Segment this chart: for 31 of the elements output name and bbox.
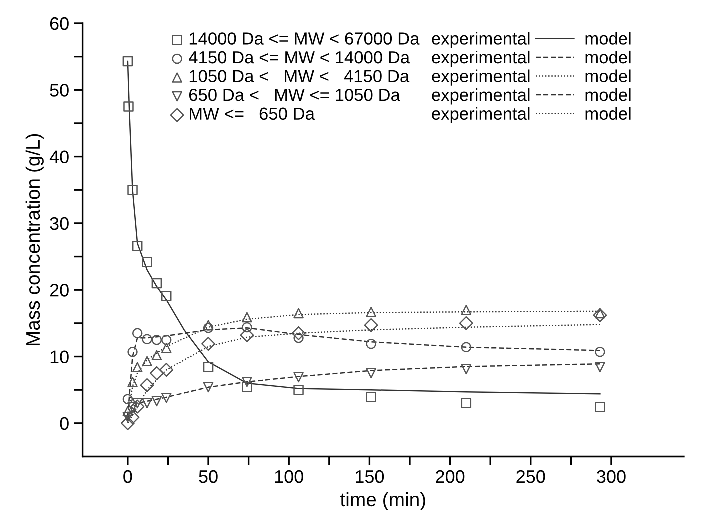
legend-label: MW <= 650 Da [190,108,316,120]
legend-label: model [586,88,631,102]
x-tick-label: 0 [124,470,132,484]
legend-label: model [586,32,631,45]
x-tick-label: 150 [356,470,384,484]
legend-label: 1050 Da < MW < 4150 Da [190,70,410,82]
y-tick-label: 50 [50,84,69,97]
x-tick-label: 300 [597,470,626,484]
y-tick-label: 40 [50,150,69,164]
y-tick-label: 0 [60,417,69,430]
annotation: experimental [432,32,530,48]
legend-label: model [586,70,631,82]
x-axis-title: time (min) [340,492,426,510]
y-tick-label: 10 [50,350,69,364]
legend-label: 4150 Da <= MW < 14000 Da [189,51,410,64]
x-tick-label: 100 [275,470,304,484]
annotation: experimental [432,70,530,86]
legend-label: 14000 Da <= MW < 67000 Da [190,32,420,45]
y-tick-label: 20 [50,284,69,297]
y-tick-label: 60 [50,17,69,30]
x-tick-label: 200 [436,470,465,484]
annotation: experimental [432,88,530,105]
annotation: experimental [432,107,530,124]
x-tick-label: 250 [516,470,546,484]
y-axis-title: Mass concentration (g/L) [26,134,44,346]
legend-label: model [586,50,631,64]
legend-label: 650 Da < MW <= 1050 Da [189,88,400,102]
y-tick-label: 30 [50,217,69,230]
x-tick-label: 50 [199,470,218,484]
annotation: experimental [432,50,530,68]
legend-label: model [586,107,631,120]
